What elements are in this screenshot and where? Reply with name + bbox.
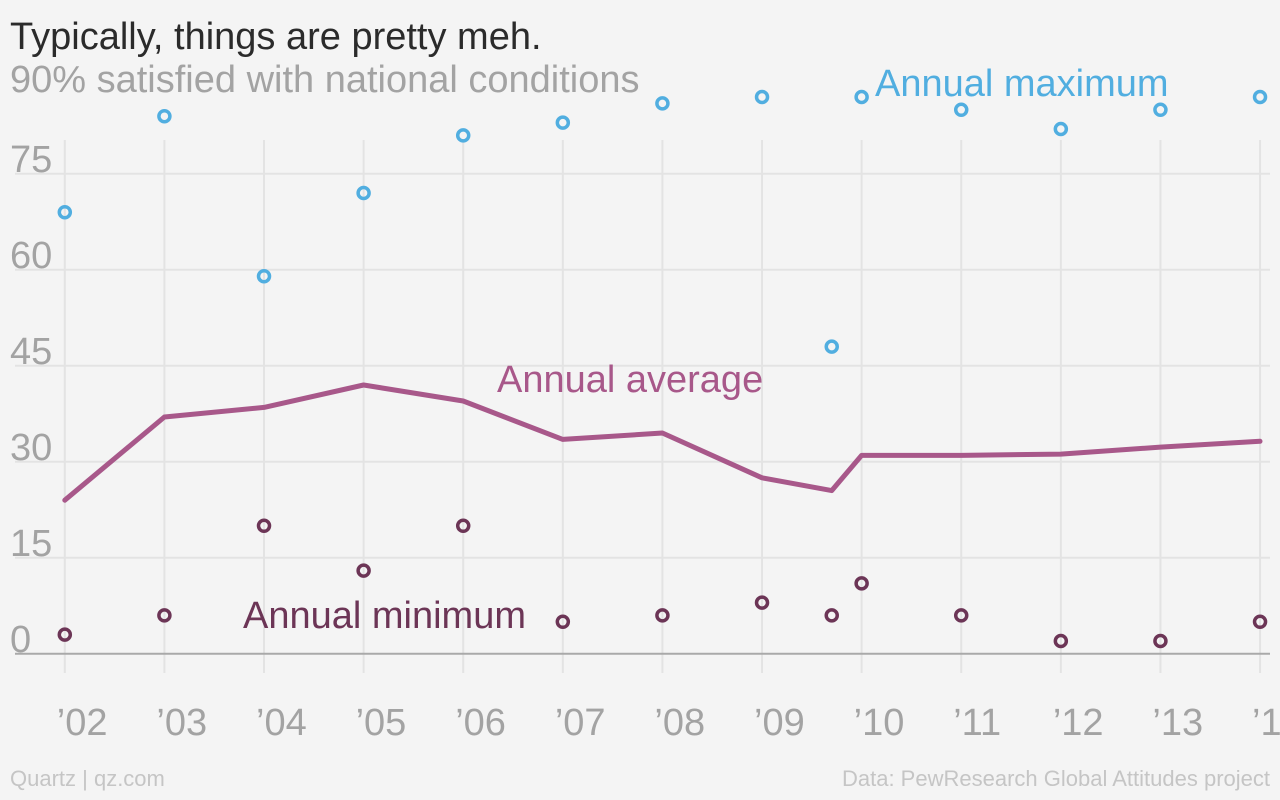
maximum-point [953,102,969,118]
maximum-point [356,185,371,201]
maximum-point [1153,102,1168,118]
x-tick-label: ’08 [654,702,705,744]
y-tick-label: 0 [10,619,31,661]
minimum-point [1053,633,1069,649]
y-tick-label: 30 [10,427,52,469]
minimum-point [824,608,839,623]
minimum-point [754,595,770,610]
minimum-point [854,576,869,591]
y-tick-label: 45 [10,331,52,373]
maximum-point [555,115,571,130]
minimum-point [1252,614,1268,630]
x-tick-label: ’13 [1152,702,1203,744]
series-layer [57,89,1268,649]
x-tick-label: ’14 [1252,702,1280,744]
average-series-label: Annual average [497,359,763,401]
x-tick-label: ’04 [256,702,307,744]
maximum-series-label: Annual maximum [875,63,1169,105]
x-tick-label: ’05 [356,702,407,744]
grid-layer [15,140,1270,673]
y-tick-label: 75 [10,139,52,181]
y-axis-label: 90% satisfied with national conditions [10,59,640,101]
minimum-point [455,518,471,534]
x-tick-label: ’06 [455,702,506,744]
source-text: Data: PewResearch Global Attitudes proje… [841,766,1270,791]
x-tick-label: ’07 [555,702,606,744]
maximum-point [1053,121,1069,137]
minimum-series-label: Annual minimum [243,595,526,637]
x-tick-label: ’11 [953,702,1001,744]
chart-title: Typically, things are pretty meh. [10,16,542,58]
minimum-point [57,627,73,642]
x-tick-label: ’10 [854,702,905,744]
minimum-point [655,608,670,623]
maximum-point [256,268,272,284]
y-tick-label: 60 [10,235,52,277]
y-tick-label: 15 [10,523,52,565]
x-tick-label: ’02 [57,702,108,744]
maximum-point [157,108,172,124]
minimum-point [555,614,571,630]
minimum-point [356,563,371,578]
maximum-point [854,89,869,105]
label-layer: 0 15 30 45 60 75 90% satisfied with national c… [10,59,1280,744]
x-tick-label: ’12 [1053,702,1104,744]
credit-text: Quartz | qz.com [10,766,165,791]
maximum-point [655,96,670,111]
x-tick-label: ’09 [754,702,805,744]
minimum-point [256,518,272,534]
average-line [62,382,1263,503]
maximum-point [1252,89,1268,105]
minimum-point [157,608,172,623]
maximum-point [824,339,839,354]
maximum-point [455,128,471,143]
maximum-point [57,204,73,220]
minimum-point [953,608,969,623]
x-tick-label: ’03 [156,702,207,744]
maximum-point [754,89,770,105]
minimum-point [1153,633,1168,649]
